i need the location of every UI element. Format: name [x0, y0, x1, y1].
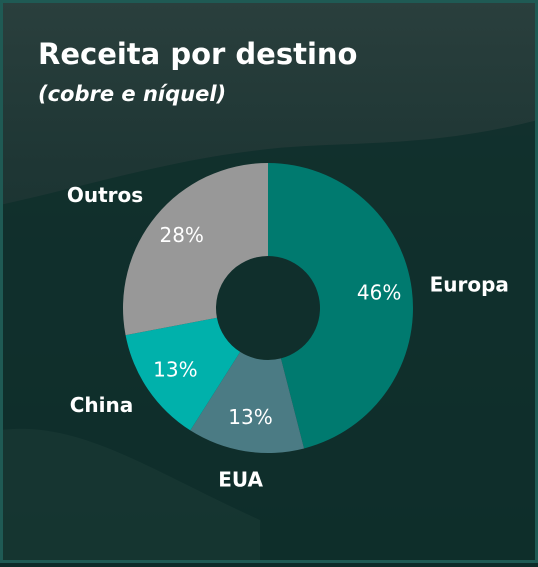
value-label: 28% — [159, 223, 203, 247]
category-label: Outros — [67, 183, 143, 207]
value-label: 13% — [228, 405, 272, 429]
donut-slice — [190, 351, 305, 453]
hill — [0, 120, 538, 563]
category-label: Europa — [430, 273, 509, 297]
donut-slice — [125, 317, 241, 431]
chart-subtitle: (cobre e níquel) — [38, 82, 226, 106]
category-label: China — [70, 393, 134, 417]
chart-title: Receita por destino — [38, 37, 357, 71]
hill — [0, 428, 260, 563]
donut-slice — [123, 163, 268, 336]
category-label: EUA — [218, 467, 263, 491]
donut-slice — [268, 163, 413, 449]
value-label: 46% — [357, 280, 401, 304]
value-label: 13% — [153, 357, 197, 381]
